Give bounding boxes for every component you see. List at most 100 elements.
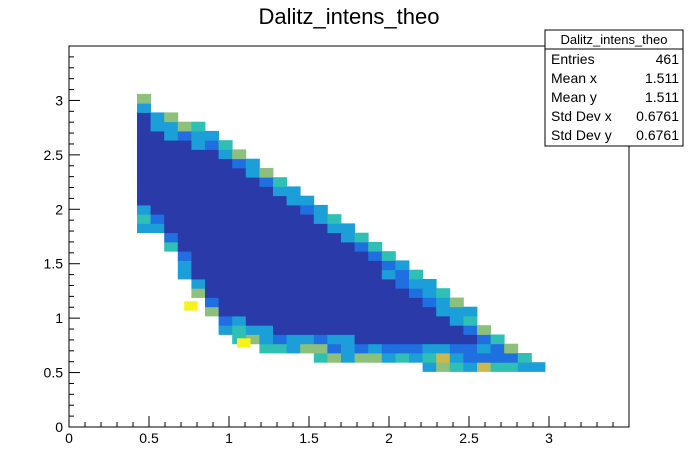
heatmap-cell: [177, 140, 192, 150]
heatmap-cell: [137, 167, 151, 178]
heatmap-cell: [313, 343, 328, 354]
heatmap-cell: [218, 325, 233, 335]
heatmap-cell: [409, 306, 423, 317]
heatmap-cell: [205, 241, 219, 252]
heatmap-cell: [150, 177, 165, 187]
heatmap-cell: [286, 223, 301, 234]
x-tick-label: 1: [225, 430, 233, 446]
heatmap-cell: [409, 325, 423, 335]
heatmap-cell: [368, 288, 383, 298]
heatmap-cell: [232, 177, 247, 187]
heatmap-cell: [245, 334, 260, 345]
heatmap-cell: [409, 316, 423, 326]
y-tick-label: 1: [55, 310, 63, 326]
heatmap-cell: [436, 316, 451, 326]
heatmap-cell: [259, 288, 274, 298]
heatmap-cell: [354, 325, 369, 335]
heatmap-cell: [327, 223, 342, 234]
heatmap-cell: [150, 140, 165, 150]
heatmap-cell: [422, 279, 437, 289]
stats-row-label: Mean x: [551, 70, 597, 86]
heatmap-cell: [273, 177, 287, 187]
heatmap-cell: [327, 260, 342, 271]
heatmap-cell: [205, 195, 219, 206]
heatmap-cell: [341, 260, 355, 271]
heatmap-cell: [259, 334, 274, 345]
heatmap-cell: [259, 260, 274, 271]
heatmap-cell: [245, 232, 260, 243]
heatmap-cell: [504, 353, 519, 363]
heatmap-cell: [463, 362, 478, 372]
heatmap-cell: [164, 149, 179, 160]
heatmap-cell: [273, 232, 287, 243]
stats-row-label: Entries: [551, 51, 595, 67]
heatmap-cell: [150, 167, 165, 178]
heatmap-cell: [137, 140, 151, 150]
heatmap-cell: [354, 334, 369, 345]
heatmap-cell: [232, 279, 247, 289]
stats-row-value: 1.511: [645, 70, 679, 86]
heatmap-cell: [137, 223, 151, 234]
heatmap-cell: [137, 177, 151, 187]
heatmap-cell: [191, 204, 206, 215]
heatmap-cell: [354, 306, 369, 317]
x-tick-label: 2.5: [459, 430, 479, 446]
heatmap-cell: [191, 186, 206, 197]
heatmap-cell: [327, 241, 342, 252]
heatmap-cell: [232, 251, 247, 261]
heatmap-cell: [191, 140, 206, 150]
heatmap-cell: [381, 334, 396, 345]
heatmap-cell: [300, 334, 315, 345]
heatmap-cell: [205, 214, 219, 224]
heatmap-cell: [477, 334, 491, 345]
heatmap-cell: [463, 306, 478, 317]
stats-row-value: 461: [656, 51, 680, 67]
heatmap-cell: [191, 149, 206, 160]
heatmap-cell: [191, 214, 206, 224]
heatmap-cell: [286, 279, 301, 289]
heatmap-cell: [177, 195, 192, 206]
heatmap-cell: [137, 186, 151, 197]
heatmap-cell: [164, 223, 179, 234]
heatmap-cell: [184, 301, 198, 311]
heatmap-cell: [449, 343, 464, 354]
heatmap-cell: [232, 149, 247, 160]
heatmap-cell: [354, 241, 369, 252]
heatmap-cell: [286, 288, 301, 298]
heatmap-cell: [191, 177, 206, 187]
heatmap-cell: [395, 297, 410, 308]
heatmap-cell: [422, 316, 437, 326]
stats-row-label: Std Dev x: [551, 108, 612, 124]
heatmap-cell: [177, 130, 192, 141]
heatmap-cell: [273, 316, 287, 326]
heatmap-cell: [422, 334, 437, 345]
heatmap-cell: [218, 232, 233, 243]
heatmap-cell: [218, 241, 233, 252]
heatmap-cell: [436, 343, 451, 354]
heatmap-cell: [245, 177, 260, 187]
heatmap-cell: [436, 288, 451, 298]
heatmap-cell: [409, 353, 423, 363]
heatmap-cell: [313, 260, 328, 271]
heatmap-cell: [395, 260, 410, 271]
heatmap-cell: [286, 195, 301, 206]
heatmap-cell: [218, 140, 233, 150]
heatmap-cell: [341, 297, 355, 308]
heatmap-cell: [191, 130, 206, 141]
heatmap-cell: [517, 353, 532, 363]
heatmap-cell: [164, 167, 179, 178]
heatmap-cell: [273, 195, 287, 206]
heatmap-cell: [354, 316, 369, 326]
heatmap-cell: [395, 325, 410, 335]
heatmap-cell: [259, 343, 274, 354]
heatmap-cell: [409, 297, 423, 308]
heatmap-cell: [259, 279, 274, 289]
heatmap-cell: [395, 343, 410, 354]
heatmap-cell: [150, 195, 165, 206]
heatmap-cell: [218, 251, 233, 261]
heatmap-cell: [259, 269, 274, 280]
heatmap-cell: [245, 195, 260, 206]
heatmap-cell: [137, 195, 151, 206]
heatmap-cell: [273, 279, 287, 289]
heatmap-cell: [218, 214, 233, 224]
